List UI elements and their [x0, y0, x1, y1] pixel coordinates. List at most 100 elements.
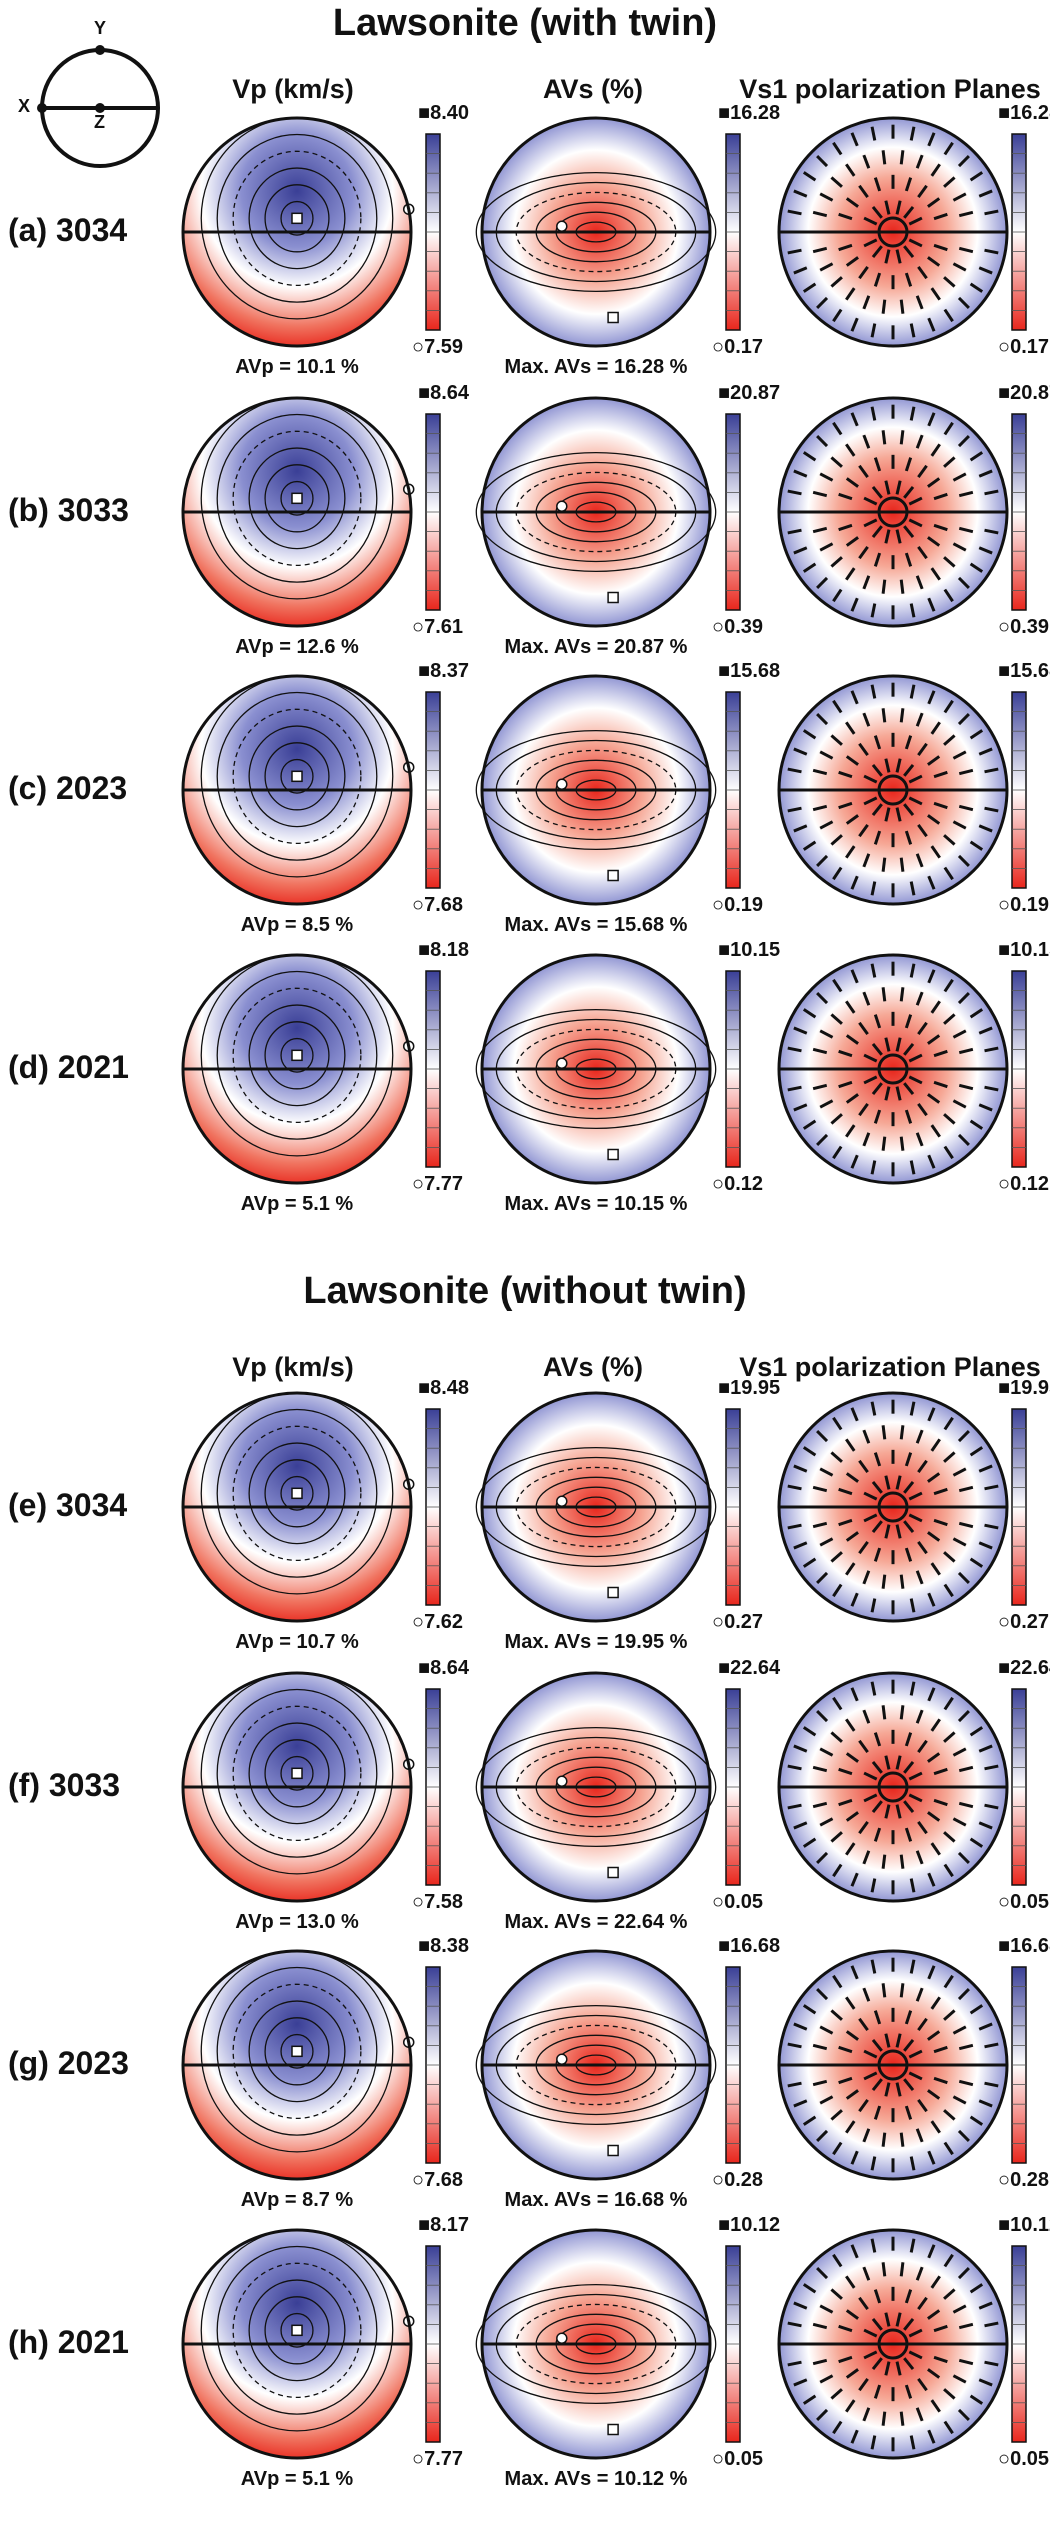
polarization-tick: [927, 197, 941, 208]
polarization-tick: [969, 1008, 984, 1019]
vp-contour-line: [248, 1442, 346, 1545]
polarization-tick: [830, 834, 843, 846]
vs1-color-bar: [1011, 1688, 1027, 1886]
max-value-marker: [607, 591, 619, 604]
polarization-tick: [933, 492, 948, 501]
avs-caption: Max. AVs = 10.15 %: [504, 1193, 688, 1215]
polarization-tick: [873, 177, 882, 192]
polarization-tick: [943, 1145, 954, 1160]
polarization-tick: [881, 150, 887, 165]
polarization-tick: [908, 1491, 923, 1501]
polarization-tick: [933, 212, 948, 221]
polarization-tick: [969, 2115, 984, 2126]
polarization-tick: [933, 2045, 948, 2054]
max-value-marker: [291, 1767, 303, 1780]
vp-contour-line: [280, 2312, 314, 2348]
polarization-tick: [881, 857, 887, 872]
polarization-tick: [969, 2283, 984, 2294]
avs-max-value: ■16.28: [718, 102, 781, 124]
polarization-tick: [862, 1570, 871, 1585]
polarization-tick: [816, 1430, 829, 1443]
polarization-tick: [881, 2132, 887, 2147]
polarization-tick: [904, 2010, 913, 2025]
vp-contour-line: [264, 184, 330, 253]
polarization-tick: [904, 177, 913, 192]
polarization-tick: [917, 184, 928, 198]
vp-contour-line: [264, 2296, 330, 2365]
polarization-tick: [958, 1765, 974, 1773]
polarization-tick: [832, 141, 843, 156]
avs-min-value: ○0.27: [712, 1611, 764, 1633]
vp-color-bar: [425, 691, 441, 889]
polarization-tick: [952, 262, 967, 272]
polarization-tick: [858, 1541, 869, 1555]
polarization-tick: [793, 189, 808, 198]
polarization-tick: [930, 163, 941, 177]
polarization-tick: [927, 1093, 941, 1104]
vp-contour-line: [216, 1966, 378, 2136]
polarization-tick: [884, 249, 891, 264]
vp-color-bar: [425, 1966, 441, 2164]
polarization-tick: [927, 1154, 936, 1169]
polarization-tick: [917, 546, 928, 560]
polarization-tick: [871, 2317, 883, 2331]
polarization-tick: [787, 1046, 802, 1053]
polarization-tick: [812, 1801, 828, 1809]
title-without-twin: Lawsonite (without twin): [303, 1270, 747, 1312]
polarization-tick: [903, 1082, 915, 1096]
max-value-marker: [291, 212, 303, 225]
polarization-tick: [832, 1583, 843, 1598]
polarization-tick: [871, 245, 883, 259]
polarization-tick: [819, 262, 834, 272]
stereonet-outline: [181, 2228, 413, 2460]
polarization-tick: [858, 1459, 869, 1473]
polarization-tick: [802, 2115, 817, 2126]
vs1-max-value: ■16.28: [998, 102, 1050, 124]
vp-stereonet: [181, 1949, 415, 2181]
stereonet-outline: [777, 1949, 1009, 2181]
polarization-tick: [904, 1109, 913, 1124]
stereonet-outline: [181, 953, 413, 1185]
avs-caption: Max. AVs = 22.64 %: [504, 1911, 688, 1933]
polarization-tick: [862, 853, 871, 868]
polarization-tick: [873, 272, 882, 287]
polarization-tick: [793, 1541, 808, 1550]
vp-max-value: ■8.64: [418, 1657, 470, 1679]
polarization-tick: [802, 1446, 817, 1457]
polarization-tick: [909, 963, 916, 978]
max-value-marker: [607, 1148, 619, 1161]
avs-caption: Max. AVs = 10.12 %: [504, 2468, 688, 2490]
vs1-color-bar: [1011, 970, 1027, 1168]
title-with-twin: Lawsonite (with twin): [332, 2, 718, 44]
polarization-tick: [812, 2322, 828, 2330]
polarization-tick: [845, 287, 856, 301]
vp-max-value: ■8.17: [418, 2214, 470, 2236]
polarization-tick: [862, 1709, 871, 1724]
polarization-tick: [881, 299, 887, 314]
avp-caption: AVp = 10.7 %: [235, 1631, 359, 1653]
vp-contour-line: [216, 413, 378, 583]
polarization-tick: [909, 1878, 916, 1893]
avs-contour-line: [475, 729, 717, 851]
polarization-tick: [927, 1872, 936, 1887]
polarization-tick: [933, 1080, 948, 1089]
avs-stereonet: [475, 953, 717, 1185]
vp-contour-line: [264, 1739, 330, 1808]
polarization-tick: [845, 1752, 859, 1763]
polarization-tick: [984, 489, 999, 496]
min-value-marker: [556, 220, 568, 233]
polarization-tick: [933, 1518, 948, 1527]
polarization-tick: [819, 820, 834, 830]
stereonet-outline: [181, 396, 413, 628]
polarization-tick: [927, 2368, 941, 2379]
avs-caption: Max. AVs = 16.68 %: [504, 2189, 688, 2211]
polarization-tick: [903, 2078, 915, 2092]
polarization-tick: [908, 1075, 923, 1085]
max-value-marker: [607, 1866, 619, 1879]
polarization-tick: [915, 1132, 924, 1147]
polarization-tick: [793, 2022, 808, 2031]
polarization-tick: [793, 1821, 808, 1830]
polarization-tick: [812, 1485, 828, 1493]
polarization-tick: [845, 1842, 856, 1856]
polarization-tick: [943, 276, 956, 288]
